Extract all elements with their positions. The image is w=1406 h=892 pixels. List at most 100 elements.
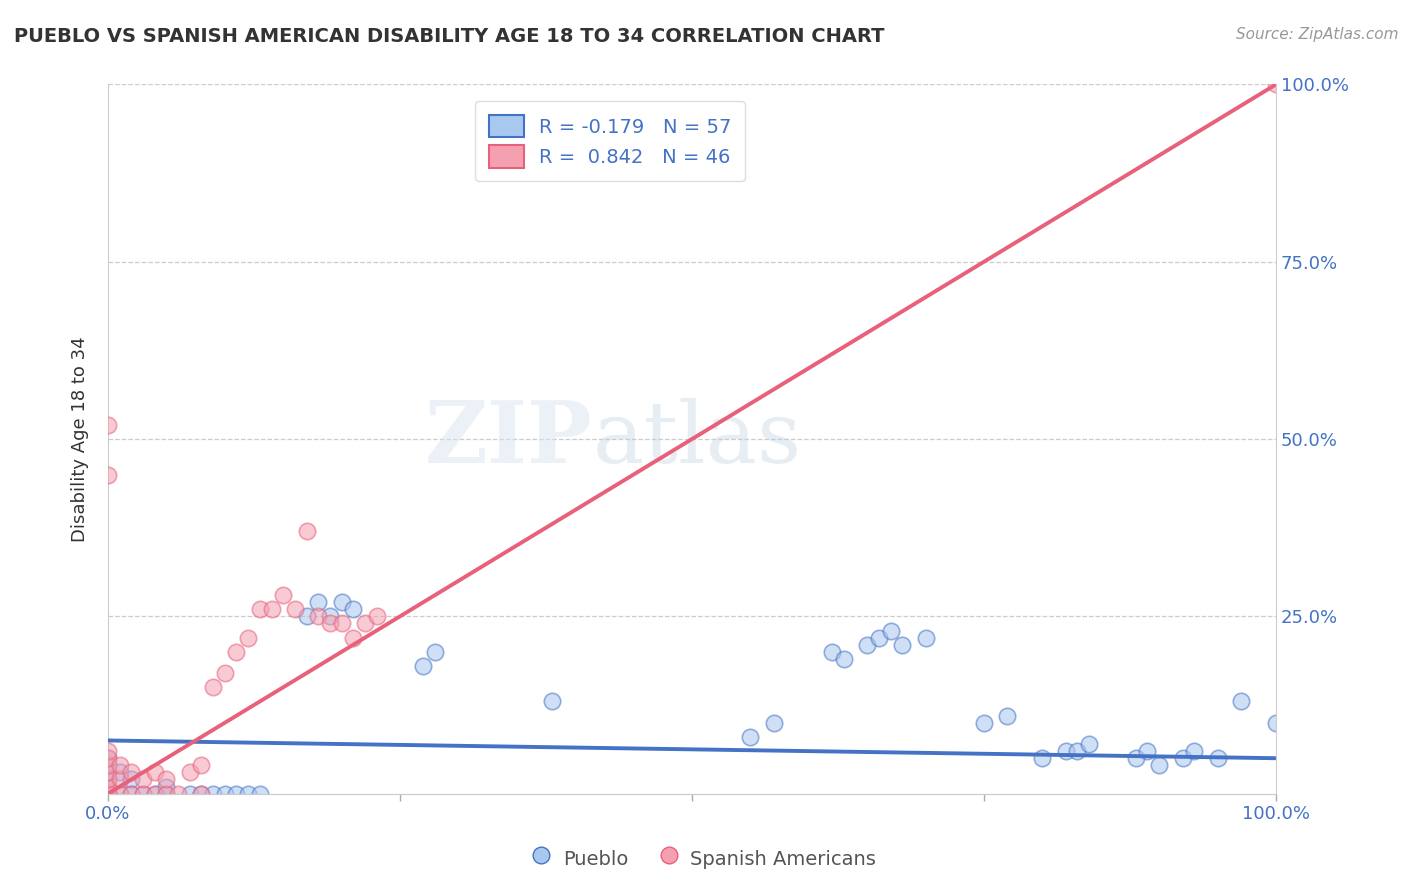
Point [271,588,294,602]
Point [1147,758,1170,772]
Point [97,780,120,794]
Point [1265,715,1288,730]
Point [249,787,271,801]
Point [1206,751,1229,765]
Point [97,787,120,801]
Point [1182,744,1205,758]
Text: PUEBLO VS SPANISH AMERICAN DISABILITY AGE 18 TO 34 CORRELATION CHART: PUEBLO VS SPANISH AMERICAN DISABILITY AG… [14,27,884,45]
Point [891,638,914,652]
Point [214,666,236,681]
Point [319,616,342,631]
Point [108,772,131,787]
Point [155,787,177,801]
Point [97,765,120,780]
Point [97,758,120,772]
Text: ZIP: ZIP [425,397,593,481]
Point [973,715,995,730]
Point [97,780,120,794]
Point [236,787,259,801]
Point [821,645,844,659]
Point [97,787,120,801]
Point [97,758,120,772]
Point [97,787,120,801]
Point [249,602,271,616]
Point [190,787,212,801]
Text: atlas: atlas [593,398,801,481]
Point [342,631,364,645]
Point [108,787,131,801]
Point [132,772,155,787]
Point [202,787,225,801]
Point [179,787,201,801]
Point [155,787,177,801]
Point [97,765,120,780]
Point [879,624,901,638]
Point [1265,78,1288,92]
Point [1136,744,1159,758]
Point [914,631,936,645]
Point [120,772,142,787]
Y-axis label: Disability Age 18 to 34: Disability Age 18 to 34 [72,336,89,541]
Point [155,780,177,794]
Point [1125,751,1147,765]
Point [108,758,131,772]
Point [143,787,166,801]
Point [295,524,318,539]
Point [97,417,120,432]
Point [97,787,120,801]
Point [202,681,225,695]
Point [97,751,120,765]
Legend: Pueblo, Spanish Americans: Pueblo, Spanish Americans [522,838,884,878]
Point [214,787,236,801]
Point [108,765,131,780]
Point [1230,694,1253,708]
Point [132,787,155,801]
Point [1078,737,1101,751]
Point [307,609,329,624]
Point [995,708,1018,723]
Point [1054,744,1077,758]
Point [366,609,388,624]
Point [132,787,155,801]
Point [97,787,120,801]
Point [97,787,120,801]
Point [295,609,318,624]
Point [120,787,142,801]
Point [868,631,890,645]
Point [108,787,131,801]
Point [97,787,120,801]
Point [540,694,562,708]
Point [179,765,201,780]
Point [155,772,177,787]
Point [740,730,762,744]
Point [97,772,120,787]
Legend: R = -0.179   N = 57, R =  0.842   N = 46: R = -0.179 N = 57, R = 0.842 N = 46 [475,102,745,181]
Point [330,595,353,609]
Point [342,602,364,616]
Point [225,645,247,659]
Point [97,787,120,801]
Point [97,787,120,801]
Point [190,758,212,772]
Point [143,787,166,801]
Point [423,645,446,659]
Point [1171,751,1194,765]
Point [190,787,212,801]
Text: Source: ZipAtlas.com: Source: ZipAtlas.com [1236,27,1399,42]
Point [762,715,785,730]
Point [1066,744,1088,758]
Point [97,787,120,801]
Point [354,616,377,631]
Point [97,467,120,482]
Point [260,602,283,616]
Point [97,744,120,758]
Point [167,787,190,801]
Point [307,595,329,609]
Point [236,631,259,645]
Point [856,638,879,652]
Point [97,787,120,801]
Point [97,772,120,787]
Point [1031,751,1053,765]
Point [97,787,120,801]
Point [319,609,342,624]
